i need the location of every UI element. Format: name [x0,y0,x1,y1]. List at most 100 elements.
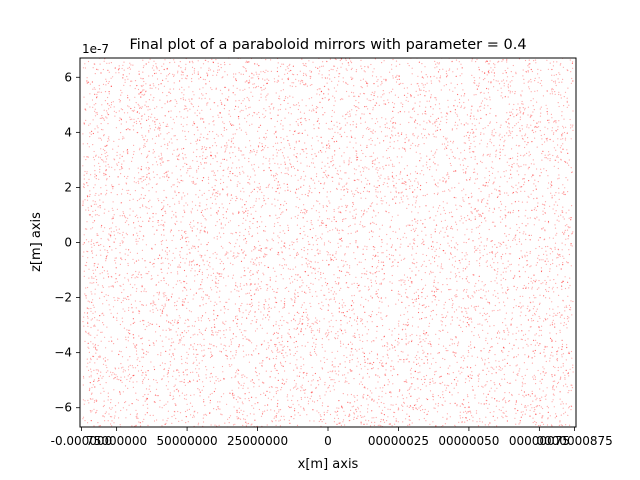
data-point [199,343,201,345]
data-point [470,115,472,117]
data-point [200,332,202,334]
data-point [552,286,554,288]
data-point [533,109,535,111]
data-point [86,156,88,158]
data-point [311,295,313,297]
data-point [374,144,376,146]
data-point [244,238,246,240]
data-point [194,247,196,249]
data-point [356,264,358,266]
data-point [126,152,128,154]
data-point [491,240,493,242]
data-point [328,288,330,290]
data-point [548,151,550,153]
data-point [378,270,380,272]
data-point [96,358,98,360]
data-point [567,191,569,193]
data-point [92,144,94,146]
data-point [512,127,514,129]
data-point [254,112,256,114]
data-point [544,157,546,159]
data-point [219,219,221,221]
data-point [540,382,543,384]
data-point [327,157,329,159]
data-point [105,184,107,186]
data-point [323,183,325,185]
data-point [129,378,131,380]
data-point [152,309,154,311]
data-point [133,109,135,111]
data-point [127,112,129,114]
data-point [493,221,495,223]
data-point [475,61,477,63]
data-point [170,272,172,274]
data-point [401,156,403,158]
data-point [495,405,497,407]
data-point [539,352,541,354]
data-point [540,172,542,174]
data-point [468,401,470,404]
data-point [451,316,453,318]
data-point [562,299,564,301]
data-point [99,375,101,377]
data-point [401,409,404,411]
data-point [248,107,250,109]
data-point [449,344,451,346]
data-point [188,98,190,100]
data-point [274,162,276,164]
data-point [160,154,163,156]
data-point [169,394,171,396]
data-point [327,254,329,256]
data-point [166,95,168,97]
data-point [179,111,181,113]
data-point [89,195,91,197]
data-point [405,225,407,227]
data-point [362,376,364,378]
data-point [125,336,127,338]
data-point [491,338,493,340]
data-point [571,233,573,235]
data-point [128,224,130,226]
data-point [331,115,333,118]
data-point [551,301,553,303]
data-point [100,244,102,246]
data-point [465,258,467,260]
data-point [340,58,342,60]
data-point [541,152,543,155]
data-point [148,339,150,341]
data-point [83,183,85,185]
data-point [193,121,195,123]
data-point [166,174,168,176]
data-point [376,314,378,316]
data-point [539,108,541,110]
data-point [486,312,488,315]
data-point [338,370,340,372]
data-point [196,353,198,356]
data-point [391,163,394,165]
data-point [282,125,284,127]
data-point [224,71,226,73]
data-point [333,87,335,89]
data-point [111,425,113,427]
data-point [141,85,143,88]
data-point [216,152,218,154]
data-point [106,250,108,252]
data-point [547,158,549,160]
data-point [511,80,513,82]
data-point [572,367,574,369]
data-point [129,283,131,285]
data-point [114,169,116,171]
data-point [426,76,429,78]
data-point [522,107,524,109]
data-point [562,216,564,218]
data-point [345,377,347,379]
data-point [479,106,481,108]
data-point [99,88,101,90]
data-point [170,356,172,358]
data-point [172,398,174,400]
data-point [279,344,281,346]
data-point [245,105,247,107]
data-point [160,164,162,166]
data-point [137,167,139,169]
data-point [360,320,362,322]
